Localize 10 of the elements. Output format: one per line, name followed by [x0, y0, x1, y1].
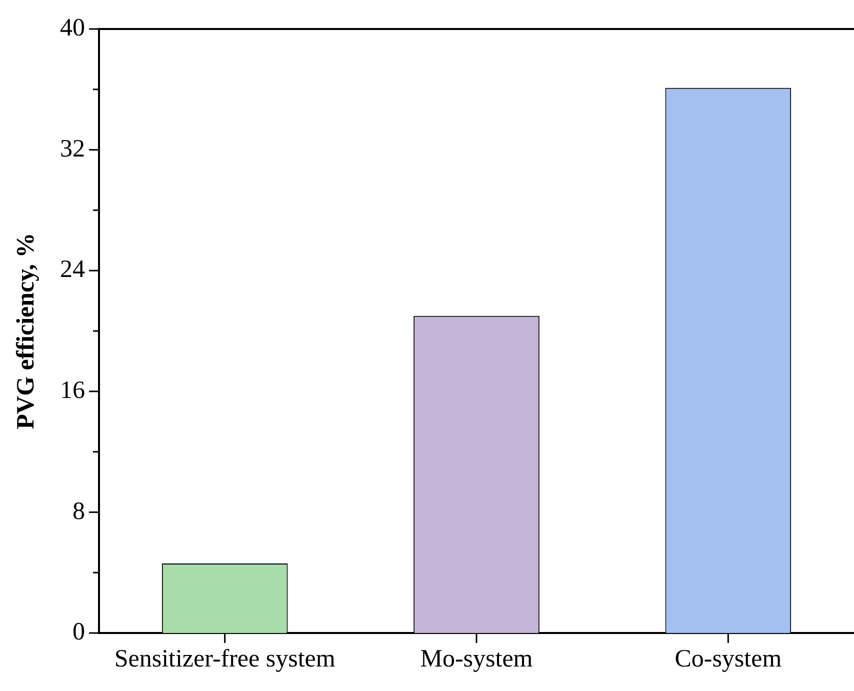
y-tick-label: 40 — [60, 14, 85, 42]
y-tick-label: 8 — [72, 498, 85, 525]
x-tick-label: Co-system — [674, 646, 782, 673]
x-tick-label: Mo-system — [420, 646, 534, 673]
y-tick-label: 0 — [72, 618, 85, 646]
x-tick-label: Sensitizer-free system — [114, 646, 336, 673]
y-axis-title: PVG efficiency, % — [12, 232, 40, 430]
y-tick-label: 24 — [60, 256, 86, 284]
y-tick-label: 16 — [60, 376, 85, 404]
y-tick-label: 32 — [60, 135, 85, 162]
